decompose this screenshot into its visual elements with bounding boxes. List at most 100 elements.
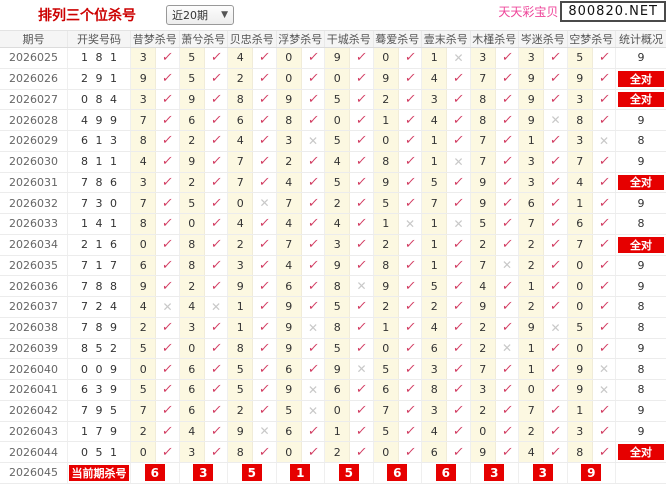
kill-pair: 2 ✓ [470,317,519,338]
kill-mark-cell: ✓ [544,131,566,151]
kill-pair: 8 ✓ [422,380,471,400]
period-cell: 2026036 [0,276,68,296]
kill-mark-cell: ✓ [593,110,615,130]
stat-cell: 全对 [616,69,666,89]
check-icon: ✓ [209,237,223,253]
check-icon: ✓ [306,340,320,356]
kill-number-cell: 0 [179,338,205,359]
kill-mark-cell: ✓ [447,339,469,359]
kill-pair: 7 ✓ [567,151,616,172]
kill-number-cell: 5 [228,359,254,379]
kill-mark-cell: ✕ [399,214,421,234]
winning-numbers-cell: 1 7 9 [68,421,131,442]
kill-mark-cell: ✓ [399,442,421,462]
kill-mark-cell: ✓ [350,256,372,276]
kill-number-cell: 1 [228,317,254,338]
check-icon: ✓ [306,444,320,460]
stat-cell: 全对 [616,235,666,255]
range-select[interactable]: 近20期 ▼ [166,5,234,25]
kill-number-cell: 1 [519,131,545,151]
kill-mark-cell: ✓ [205,90,227,110]
kill-mark-cell: ✓ [205,214,227,234]
kill-pair: 5 ✕ [276,400,325,421]
kill-pair: 3 ✕ [567,131,616,151]
kill-number-cell: 5 [567,48,593,68]
kill-pair: 4 ✓ [470,276,519,296]
kill-pair: 8 ✓ [179,234,228,255]
kill-mark-cell: ✓ [302,173,324,193]
current-kill-badge: 9 [581,464,602,482]
kill-mark-cell: ✓ [205,235,227,255]
current-kill-badge: 1 [290,464,311,482]
kill-mark-cell: ✓ [205,173,227,193]
kill-number-cell: 7 [131,193,157,213]
kill-mark-cell: ✓ [156,152,178,172]
kill-pair: 7 ✓ [470,68,519,89]
kill-pair: 2 ✓ [276,151,325,172]
kill-number-cell: 8 [470,110,496,130]
cross-icon: ✕ [356,362,367,377]
kill-mark-cell: ✓ [447,173,469,193]
check-icon: ✓ [354,257,369,273]
kill-pair: 6 ✓ [373,380,422,400]
check-icon: ✓ [597,71,611,87]
check-icon: ✓ [257,257,272,273]
kill-mark-cell: ✓ [593,69,615,89]
kill-pair: 9 ✕ [519,317,568,338]
kill-pair: 1 ✓ [422,255,471,276]
kill-number-cell: 1 [373,214,399,234]
kill-number-cell: 5 [276,400,302,421]
kill-pair: 6 ✓ [179,400,228,421]
cross-icon: ✕ [210,299,222,314]
kill-number-cell: 3 [567,421,593,442]
kill-mark-cell: ✓ [350,380,372,400]
period-cell: 2026034 [0,234,68,255]
cross-icon: ✕ [307,133,319,148]
kill-pair: 5 ✓ [422,172,471,193]
kill-number-cell: 8 [325,317,351,338]
cross-icon: ✕ [598,382,610,397]
kill-number-cell: 5 [325,172,351,193]
check-icon: ✓ [306,91,320,107]
kill-mark-cell: ✓ [544,48,566,68]
kill-mark-cell: ✕ [302,380,324,400]
kill-pair: 9 ✕ [276,380,325,400]
kill-number-cell: 2 [179,276,205,296]
kill-number-cell: 9 [470,193,496,213]
kill-pair: 2 ✕ [470,338,519,359]
check-icon: ✓ [257,216,272,232]
kill-number-cell: 7 [276,193,302,213]
check-icon: ✓ [548,195,563,211]
kill-pair: 9 ✕ [519,110,568,130]
kill-pair: 6 ✓ [131,255,180,276]
kill-pair: 2 ✓ [373,234,422,255]
kill-number-cell: 1 [567,400,593,421]
check-icon: ✓ [451,112,466,128]
kill-mark-cell: ✓ [253,214,275,234]
kill-number-cell: 8 [179,234,205,255]
check-icon: ✓ [257,320,272,336]
kill-pair: 6 ✓ [179,359,228,379]
check-icon: ✓ [354,299,369,315]
kill-mark-cell: ✓ [205,422,227,442]
table-row: 2026028 4 9 9 7 ✓ 6 ✓ 6 ✓ 8 ✓ 0 ✓ 1 ✓ 4 ✓ 8 ✓ 9 ✕ 8 ✓ 9 [0,110,666,131]
current-kill-badge: 5 [338,464,359,482]
table-row: 2026035 7 1 7 6 ✓ 8 ✓ 3 ✓ 4 ✓ 9 ✓ 8 ✓ 1 ✓ 7 ✕ 2 ✓ 0 ✓ 9 [0,255,666,277]
kill-pair: 6 ✓ [519,193,568,213]
kill-mark-cell: ✓ [496,69,518,89]
kill-number-cell: 8 [228,442,254,462]
kill-number-cell: 5 [131,380,157,400]
check-icon: ✓ [257,91,272,107]
kill-number-cell: 8 [131,131,157,151]
kill-number-cell: 5 [422,172,448,193]
kill-pair: 8 ✓ [131,214,180,234]
kill-number-cell: 7 [470,255,496,276]
kill-pair: 0 ✓ [179,214,228,234]
kill-number-cell: 2 [470,317,496,338]
kill-mark-cell: ✓ [253,359,275,379]
kill-number-cell: 9 [519,317,545,338]
kill-mark-cell: ✓ [399,380,421,400]
kill-number-cell: 0 [470,421,496,442]
kill-mark-cell: ✓ [253,90,275,110]
stat-cell [616,463,666,483]
